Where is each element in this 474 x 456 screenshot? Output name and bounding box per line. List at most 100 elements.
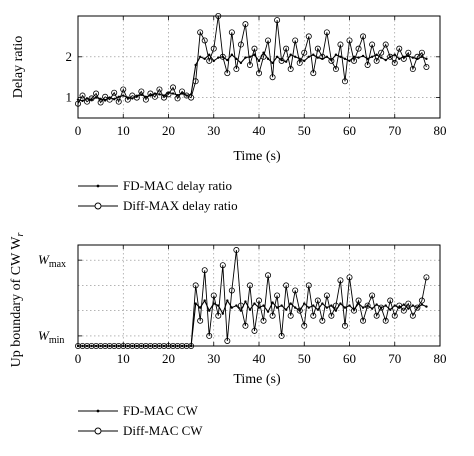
- data-point: [305, 282, 312, 289]
- data-point: [341, 78, 348, 85]
- data-point: [228, 287, 235, 294]
- data-point: [165, 342, 172, 349]
- data-point: [328, 312, 335, 319]
- data-point: [379, 56, 383, 59]
- x-tick-label: 60: [343, 351, 356, 366]
- data-point: [226, 299, 229, 302]
- data-point: [228, 29, 235, 36]
- x-axis-label: Time (s): [233, 372, 281, 387]
- data-point: [323, 29, 330, 36]
- y-axis-label: Delay ratio: [11, 36, 26, 99]
- data-point: [133, 94, 140, 101]
- data-point: [387, 297, 394, 304]
- data-point: [242, 322, 249, 329]
- data-point: [274, 292, 281, 299]
- data-point: [106, 96, 113, 103]
- data-point: [398, 57, 401, 61]
- data-point: [314, 297, 321, 304]
- x-tick-label: 20: [162, 351, 175, 366]
- data-point: [103, 99, 107, 102]
- data-point: [253, 302, 256, 305]
- legend-marker: [96, 184, 100, 188]
- data-point: [160, 342, 167, 349]
- data-point: [179, 88, 186, 95]
- data-point: [188, 342, 195, 349]
- data-point: [343, 57, 347, 61]
- data-point: [284, 60, 288, 63]
- data-point: [265, 37, 272, 44]
- data-point: [393, 304, 396, 307]
- data-point: [411, 304, 415, 307]
- data-point: [370, 55, 374, 58]
- data-point: [411, 56, 415, 59]
- data-point: [192, 282, 199, 289]
- data-point: [230, 306, 234, 309]
- data-point: [235, 57, 238, 61]
- data-point: [94, 96, 98, 99]
- data-point: [115, 98, 122, 105]
- data-point: [414, 304, 421, 311]
- data-point: [360, 317, 367, 324]
- data-point: [351, 307, 358, 314]
- data-point: [97, 99, 104, 106]
- data-point: [212, 59, 215, 63]
- x-tick-label: 60: [343, 123, 356, 138]
- data-point: [151, 342, 158, 349]
- data-point: [420, 55, 424, 58]
- x-tick-label: 10: [117, 351, 130, 366]
- data-point: [321, 302, 324, 305]
- data-point: [269, 312, 276, 319]
- data-point: [111, 89, 118, 96]
- data-point: [102, 342, 109, 349]
- data-point: [283, 45, 290, 52]
- data-point: [266, 310, 270, 313]
- data-point: [179, 342, 186, 349]
- data-point: [262, 304, 265, 307]
- data-point: [283, 282, 290, 289]
- x-tick-label: 70: [388, 351, 401, 366]
- data-point: [221, 312, 224, 315]
- data-point: [339, 55, 342, 58]
- data-point: [79, 92, 86, 99]
- legend-label: FD-MAC CW: [123, 403, 198, 418]
- data-point: [115, 342, 122, 349]
- data-point: [339, 302, 342, 305]
- data-point: [292, 37, 299, 44]
- data-point: [255, 297, 262, 304]
- series-diff: [75, 247, 430, 349]
- y-tick-label: Wmin: [38, 328, 64, 346]
- data-point: [418, 49, 425, 56]
- data-point: [246, 61, 253, 68]
- data-point: [378, 304, 385, 311]
- data-point: [337, 41, 344, 48]
- x-tick-label: 40: [253, 351, 266, 366]
- data-point: [296, 59, 303, 66]
- data-point: [370, 307, 374, 310]
- data-point: [314, 45, 321, 52]
- data-point: [93, 90, 100, 97]
- plot-frame: [77, 244, 441, 347]
- data-point: [414, 53, 421, 60]
- y-axis-label-sub: r: [15, 232, 26, 236]
- data-point: [334, 309, 338, 312]
- data-point: [278, 57, 285, 64]
- data-point: [76, 98, 80, 101]
- data-point: [296, 307, 303, 314]
- y-axis-label: Up boundary of CW Wr: [9, 232, 26, 367]
- data-point: [420, 303, 424, 306]
- data-point: [113, 98, 116, 101]
- data-point: [257, 59, 261, 63]
- data-point: [237, 302, 244, 309]
- data-point: [289, 53, 292, 56]
- data-point: [361, 54, 365, 58]
- data-point: [351, 57, 358, 64]
- x-tick-label: 70: [388, 123, 401, 138]
- data-point: [158, 93, 161, 96]
- y-tick-label: 1: [66, 90, 73, 105]
- data-point: [319, 53, 326, 60]
- data-point: [75, 342, 82, 349]
- data-point: [237, 41, 244, 48]
- x-tick-label: 0: [75, 123, 82, 138]
- data-point: [310, 70, 317, 77]
